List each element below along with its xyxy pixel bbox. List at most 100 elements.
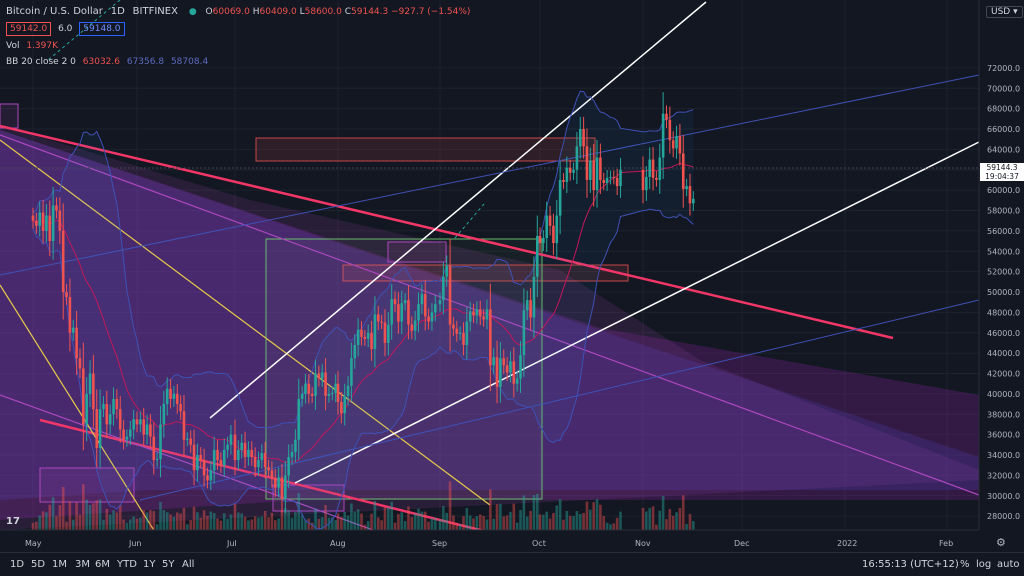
candle-body bbox=[407, 300, 410, 325]
candle-body bbox=[423, 294, 427, 317]
volume-bar bbox=[529, 510, 532, 530]
currency-selector[interactable]: USD ▾ bbox=[986, 6, 1023, 18]
volume-bar bbox=[605, 522, 609, 530]
volume-bar bbox=[390, 501, 393, 530]
volume-bar bbox=[645, 511, 648, 530]
auto-toggle[interactable]: auto bbox=[997, 559, 1020, 570]
volume-bar bbox=[492, 518, 495, 530]
legend-row-quote: 59142.0 6.0 59148.0 bbox=[6, 22, 125, 36]
range-1d[interactable]: 1D bbox=[10, 559, 25, 570]
candle-body bbox=[297, 398, 301, 440]
candle-body bbox=[38, 212, 42, 226]
range-ytd[interactable]: YTD bbox=[117, 559, 137, 570]
volume-bar bbox=[495, 504, 499, 530]
candle-body bbox=[370, 332, 373, 350]
candle-body bbox=[455, 328, 459, 334]
market-status-icon: ● bbox=[188, 7, 197, 17]
candle-body bbox=[665, 113, 668, 120]
bollinger-lower-line bbox=[32, 208, 694, 530]
candle-body bbox=[482, 316, 485, 320]
candle-body bbox=[485, 309, 489, 320]
volume-bar bbox=[555, 505, 559, 530]
volume-bar bbox=[48, 504, 52, 530]
range-5d[interactable]: 5D bbox=[31, 559, 46, 570]
volume-bar bbox=[300, 514, 304, 530]
candle-body bbox=[145, 424, 149, 435]
candle-body bbox=[284, 475, 287, 499]
candle-body bbox=[105, 404, 109, 425]
candle-body bbox=[263, 452, 267, 468]
candle-body bbox=[128, 429, 132, 437]
price-tick-label: 58000.0 bbox=[987, 207, 1020, 216]
clock-time[interactable]: 16:55:13 (UTC+12) bbox=[862, 559, 959, 570]
volume-bar bbox=[317, 518, 321, 530]
purple-box-left bbox=[0, 103, 19, 129]
volume-bar bbox=[658, 510, 662, 530]
candle-body bbox=[35, 220, 38, 226]
vol-label[interactable]: Vol bbox=[6, 41, 20, 51]
candle-body bbox=[243, 442, 247, 458]
range-all[interactable]: All bbox=[182, 559, 195, 570]
range-6m[interactable]: 6M bbox=[95, 559, 110, 570]
volume-bar bbox=[423, 511, 427, 530]
candle-body bbox=[58, 210, 62, 231]
volume-bar bbox=[142, 510, 146, 530]
symbol-title[interactable]: Bitcoin / U.S. Dollar bbox=[6, 6, 103, 17]
volume-bar bbox=[366, 521, 370, 530]
volume-bar bbox=[202, 510, 206, 530]
volume-bar bbox=[585, 501, 589, 530]
volume-bar bbox=[253, 516, 257, 530]
volume-bar bbox=[442, 506, 445, 530]
volume-bar bbox=[88, 505, 92, 530]
candle-body bbox=[542, 238, 545, 244]
volume-bar bbox=[237, 512, 240, 530]
volume-bar bbox=[489, 489, 492, 530]
candle-body bbox=[55, 205, 58, 211]
candle-body bbox=[495, 357, 499, 387]
range-5y[interactable]: 5Y bbox=[162, 559, 175, 570]
candle-body bbox=[108, 414, 112, 425]
range-3m[interactable]: 3M bbox=[75, 559, 90, 570]
interval-label[interactable]: 1D bbox=[110, 6, 125, 17]
volume-bar bbox=[356, 509, 360, 530]
ask-button[interactable]: 59148.0 bbox=[79, 22, 125, 36]
volume-bar bbox=[240, 513, 244, 530]
volume-bar bbox=[55, 515, 58, 530]
volume-bar bbox=[162, 510, 166, 530]
candle-body bbox=[376, 314, 380, 322]
date-tick-label: Jul bbox=[226, 539, 237, 548]
candle-body bbox=[685, 186, 688, 190]
candle-body bbox=[475, 309, 479, 316]
candle-body bbox=[645, 176, 648, 191]
volume-bar bbox=[65, 521, 68, 530]
volume-bar bbox=[410, 517, 414, 530]
price-tick-label: 50000.0 bbox=[987, 288, 1020, 297]
volume-bar bbox=[619, 511, 622, 530]
candle-body bbox=[250, 449, 254, 458]
range-1m[interactable]: 1M bbox=[52, 559, 67, 570]
price-tick-label: 44000.0 bbox=[987, 349, 1020, 358]
candle-body bbox=[71, 327, 75, 333]
volume-bar bbox=[340, 516, 343, 530]
candle-body bbox=[132, 419, 135, 430]
log-toggle[interactable]: log bbox=[976, 559, 992, 570]
candle-body bbox=[212, 449, 216, 471]
candle-body bbox=[247, 449, 250, 458]
price-tick-label: 52000.0 bbox=[987, 268, 1020, 277]
candle-body bbox=[340, 402, 343, 414]
volume-bar bbox=[675, 512, 678, 530]
candle-body bbox=[548, 215, 552, 226]
percent-toggle[interactable]: % bbox=[960, 559, 970, 570]
volume-bar bbox=[478, 514, 482, 530]
candle-body bbox=[602, 179, 606, 183]
volume-bar bbox=[118, 505, 122, 530]
candle-body bbox=[324, 372, 327, 396]
volume-bar bbox=[314, 508, 317, 530]
bb-label[interactable]: BB 20 close 2 0 bbox=[6, 57, 76, 67]
volume-bar bbox=[458, 524, 462, 530]
bb-upper-value: 67356.8 bbox=[126, 57, 165, 67]
range-1y[interactable]: 1Y bbox=[143, 559, 156, 570]
candle-body bbox=[353, 344, 357, 359]
bid-button[interactable]: 59142.0 bbox=[6, 22, 52, 36]
